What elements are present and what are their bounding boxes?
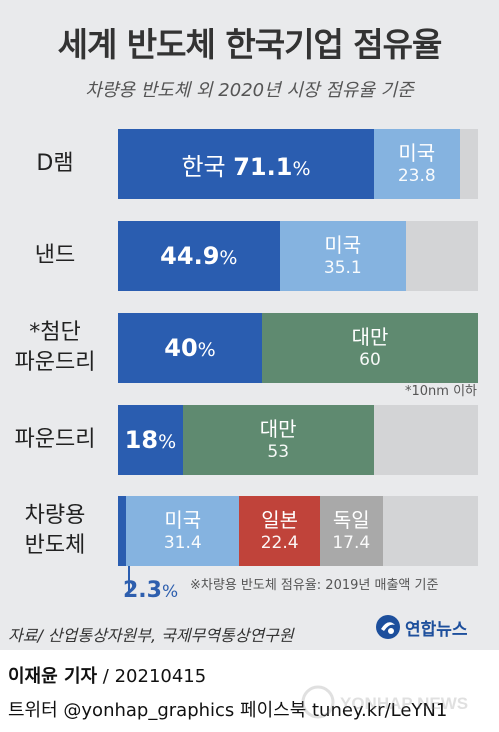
yonhap-logo: 연합뉴스	[375, 614, 468, 640]
bar-segment-4-0	[118, 496, 127, 566]
page-title: 세계 반도체 한국기업 점유율	[57, 25, 443, 64]
yonhap-logo-icon	[376, 615, 400, 639]
segment-value-2-1: 60	[359, 350, 381, 370]
bar-segment-4-1: 미국 31.4	[126, 496, 240, 566]
yonhap-watermark: YONHAP NEWS	[301, 685, 468, 719]
bar-segment-4-2: 일본 22.4	[239, 496, 320, 566]
data-label-0-0: 한국 71.1%	[181, 152, 311, 181]
segment-name-4-2: 일본	[261, 508, 299, 532]
segment-name-4-1: 미국	[164, 508, 202, 532]
row-label-3: 파운드리	[14, 427, 96, 452]
segment-value-4-1: 31.4	[163, 533, 202, 553]
bar-segment-0-0: 한국 71.1%	[118, 129, 374, 199]
segment-name-4-3: 독일	[332, 508, 370, 532]
bar-segment-0-1: 미국 23.8	[373, 129, 460, 199]
callout-leader-4	[128, 564, 130, 592]
data-label-1-0: 44.9%	[160, 242, 238, 270]
segment-value-1-1: 35.1	[323, 258, 362, 278]
page-subtitle: 차량용 반도체 외 2020년 시장 점유율 기준	[85, 80, 414, 101]
footnote-automotive: ※차량용 반도체 점유율: 2019년 매출액 기준	[190, 578, 439, 593]
bar-segment-1-1: 미국 35.1	[279, 221, 406, 291]
segment-value-3-1: 53	[267, 442, 290, 462]
bar-segment-3-0: 18%	[118, 405, 183, 475]
social-line: 트위터 @yonhap_graphics 페이스북 tuney.kr/LeYN1	[8, 700, 448, 721]
row-label-4: 차량용 반도체	[24, 503, 86, 558]
watermark-text: YONHAP NEWS	[340, 694, 468, 713]
reporter-line: 이재윤 기자 / 20210415	[8, 662, 206, 688]
segment-value-4-2: 22.4	[260, 533, 299, 553]
source-text: 자료/ 산업통상자원부, 국제무역통상연구원	[8, 626, 294, 645]
row-label-2: *첨단 파운드리	[14, 320, 96, 375]
bar-segment-4-3: 독일 17.4	[319, 496, 383, 566]
segment-value-0-1: 23.8	[397, 166, 436, 186]
data-label-4-0: 2.3%	[123, 578, 179, 603]
segment-name-3-1: 대만	[259, 417, 297, 441]
reporter-name: 이재윤 기자	[8, 666, 98, 687]
row-label-0: D램	[36, 151, 74, 176]
bar-segment-2-1: 대만 60	[262, 313, 478, 383]
segment-value-4-3: 17.4	[332, 533, 371, 553]
data-label-3-0: 18%	[124, 426, 177, 454]
segment-name-0-1: 미국	[398, 141, 436, 165]
publish-date: / 20210415	[97, 666, 207, 687]
data-label-2-0: 40%	[164, 334, 216, 362]
bar-segment-1-0: 44.9%	[118, 221, 280, 291]
bar-segment-3-1: 대만 53	[182, 405, 374, 475]
footnote-10nm: *10nm 이하	[405, 384, 477, 399]
segment-name-1-1: 미국	[324, 233, 362, 257]
bar-segment-2-0: 40%	[118, 313, 262, 383]
segment-name-2-1: 대만	[351, 325, 389, 349]
row-label-1: 낸드	[34, 243, 76, 268]
yonhap-logo-text: 연합뉴스	[405, 619, 468, 640]
